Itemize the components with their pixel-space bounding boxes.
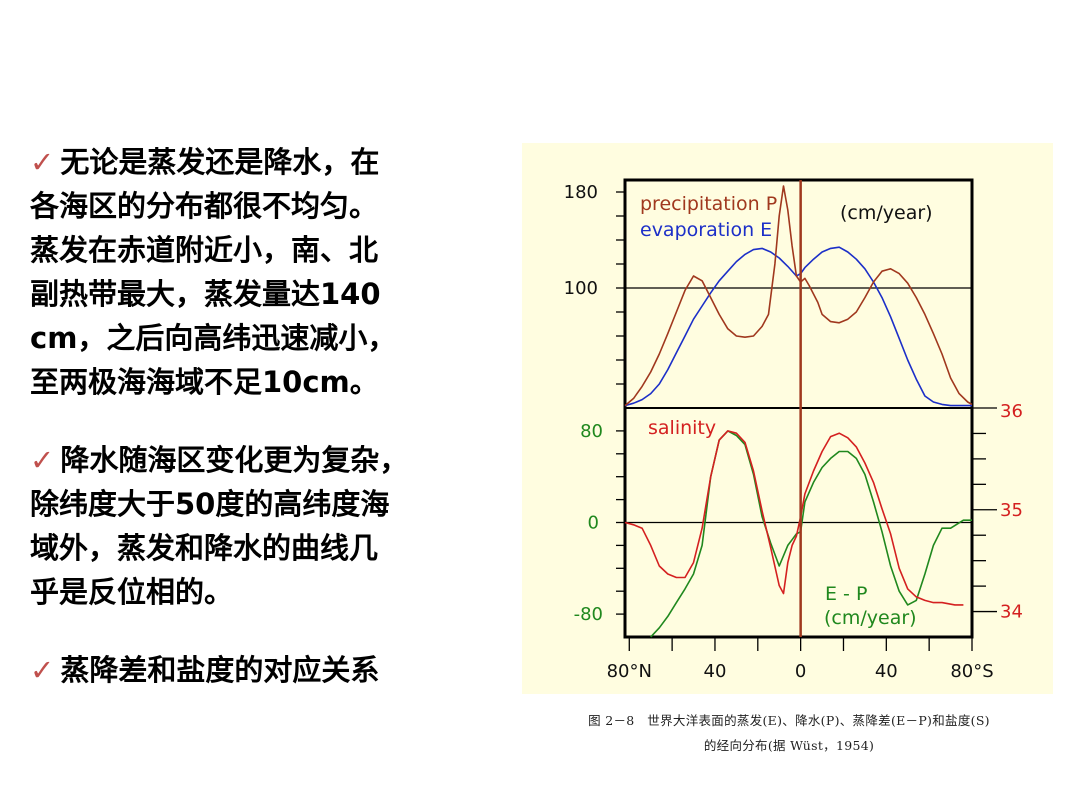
checkmark-icon: ✓ (30, 145, 55, 179)
x-tick-label: 40 (875, 661, 898, 682)
x-tick-label: 80°S (950, 661, 993, 682)
bullet-line: ✓ 降水随海区变化更为复杂， (30, 438, 510, 482)
charts: 180 100 80 0 -80 36 35 34 80°N 40 0 40 80°S precipita… (564, 178, 1023, 682)
checkmark-icon: ✓ (30, 443, 55, 477)
right-tick-label: 35 (1000, 500, 1023, 521)
bullet-line: 域外，蒸发和降水的曲线几 (30, 526, 510, 570)
bullet-list: ✓ 无论是蒸发还是降水，在 各海区的分布都很不均匀。 蒸发在赤道附近小，南、北 副热带最… (30, 140, 510, 692)
bullet-text: 各海区的分布都很不均匀。 (30, 189, 379, 223)
bullet-line: ✓ 无论是蒸发还是降水，在 (30, 140, 510, 184)
bullet-text: cm，之后向高纬迅速减小， (30, 321, 397, 355)
bullet-text: 除纬度大于50度的高纬度海 (30, 487, 390, 521)
bullet-text: 乎是反位相的。 (30, 575, 234, 609)
bullet-line: 至两极海海域不足10cm。 (30, 360, 510, 404)
e-minus-p-line (650, 430, 972, 638)
bullet-text: 无论是蒸发还是降水，在 (60, 145, 380, 179)
bullet-text: 降水随海区变化更为复杂， (60, 443, 409, 477)
right-tick-label: 34 (1000, 602, 1023, 623)
legend-salinity: salinity (648, 417, 716, 439)
y-tick-label: 100 (564, 278, 598, 299)
bullet-item-precipitation: ✓ 降水随海区变化更为复杂， 除纬度大于50度的高纬度海 域外，蒸发和降水的曲线几 乎是… (30, 438, 510, 614)
checkmark-icon: ✓ (30, 653, 55, 687)
legend-precipitation: precipitation P (640, 193, 777, 215)
x-tick-label: 0 (795, 661, 806, 682)
y-tick-label: -80 (574, 604, 603, 625)
bullet-line: ✓ 蒸降差和盐度的对应关系 (30, 648, 510, 692)
right-tick-label: 36 (1000, 401, 1023, 422)
y-tick-label: 180 (564, 182, 598, 203)
bullet-text: 域外，蒸发和降水的曲线几 (30, 531, 379, 565)
bullet-line: 除纬度大于50度的高纬度海 (30, 482, 510, 526)
legend-e-minus-p: E - P (825, 583, 867, 605)
bullet-line: 乎是反位相的。 (30, 570, 510, 614)
legend-evaporation: evaporation E (640, 219, 772, 241)
caption-line-1: 图 2－8 世界大洋表面的蒸发(E)、降水(P)、蒸降差(E－P)和盐度(S) (588, 713, 990, 728)
bullet-line: cm，之后向高纬迅速减小， (30, 316, 510, 360)
bullet-text: 蒸降差和盐度的对应关系 (60, 653, 380, 687)
figure-background (522, 143, 1053, 694)
bullet-item-evaporation: ✓ 无论是蒸发还是降水，在各海区的分布都很不均匀。 蒸发在赤道附近小，南、北 副热带最… (30, 140, 510, 404)
x-tick-label: 40 (704, 661, 727, 682)
unit-label-top: (cm/year) (840, 202, 933, 224)
bullet-line: 副热带最大，蒸发量达140 (30, 272, 510, 316)
unit-label-bottom: (cm/year) (824, 607, 917, 629)
figure-panel: 180 100 80 0 -80 36 35 34 80°N 40 0 40 80°S precipita… (522, 143, 1053, 694)
figure-caption: 图 2－8 世界大洋表面的蒸发(E)、降水(P)、蒸降差(E－P)和盐度(S) … (524, 708, 1054, 758)
bullet-item-salinity-relation: ✓ 蒸降差和盐度的对应关系 (30, 648, 510, 692)
bullet-line: 蒸发在赤道附近小，南、北 (30, 228, 510, 272)
x-tick-label: 80°N (607, 661, 652, 682)
bullet-text: 至两极海海域不足10cm。 (30, 365, 379, 399)
bullet-line: 各海区的分布都很不均匀。 (30, 184, 510, 228)
caption-line-2: 的经向分布(据 Wüst，1954) (703, 738, 875, 753)
salinity-line (624, 430, 964, 606)
bullet-text: 蒸发在赤道附近小，南、北 (30, 233, 379, 267)
bullet-text: 副热带最大，蒸发量达140 (30, 277, 381, 311)
precipitation-line (624, 185, 973, 407)
y-tick-label: 80 (580, 421, 603, 442)
y-tick-label: 0 (588, 513, 599, 534)
